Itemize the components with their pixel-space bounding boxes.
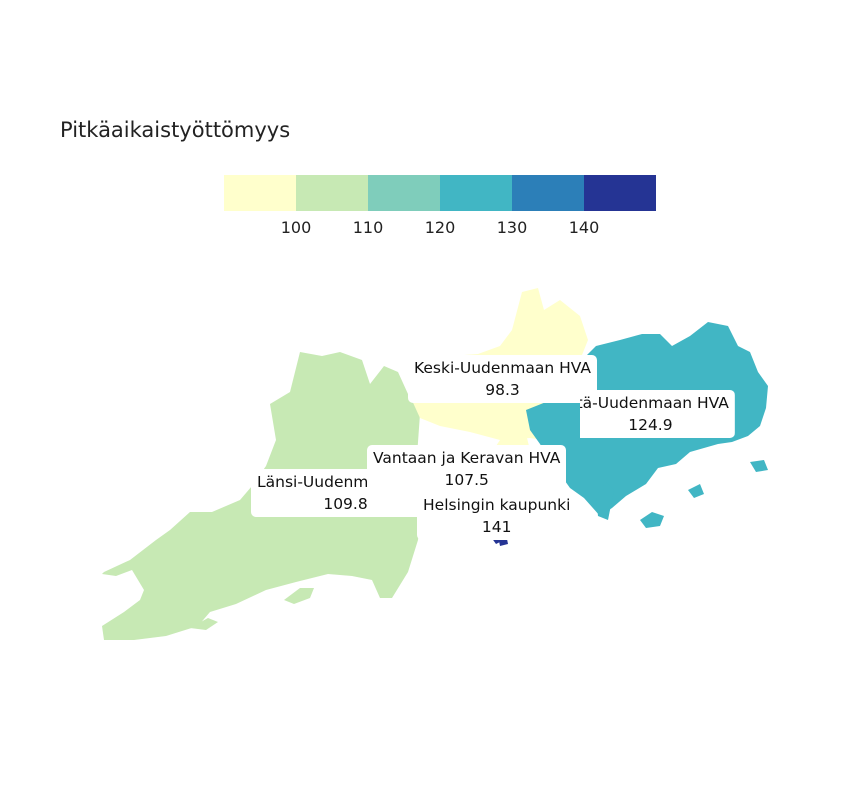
region-lansi-uusimaa-island[interactable]	[284, 588, 314, 604]
region-label-ita-uusimaa: Itä-Uudenmaan HVA 124.9	[572, 390, 735, 438]
legend-swatch-5	[512, 175, 584, 211]
region-label-keski-uusimaa: Keski-Uudenmaan HVA 98.3	[408, 355, 597, 403]
region-lansi-uusimaa-island[interactable]	[190, 618, 218, 630]
legend-ticks: 100 110 120 130 140	[224, 218, 656, 240]
region-name: Itä-Uudenmaan HVA	[572, 394, 729, 412]
region-ita-uusimaa-island[interactable]	[596, 482, 614, 520]
legend-tick-label: 140	[568, 218, 600, 237]
legend-swatch-2	[296, 175, 368, 211]
legend-tick-label: 100	[280, 218, 312, 237]
region-label-lansi-uusimaa: Länsi-Uudenmaan HVA 109.8	[251, 469, 441, 517]
region-ita-uusimaa-island[interactable]	[750, 460, 768, 472]
region-ita-uusimaa-island[interactable]	[688, 484, 704, 498]
legend-swatch-1	[224, 175, 296, 211]
legend-swatch-4	[440, 175, 512, 211]
legend-tick-label: 110	[352, 218, 384, 237]
region-value: 98.3	[485, 381, 520, 399]
legend-tick-label: 120	[424, 218, 456, 237]
legend-tick-label: 130	[496, 218, 528, 237]
legend-bar	[224, 175, 656, 211]
region-label-vantaa-kerava: Vantaan ja Keravan HVA 107.5	[367, 445, 567, 493]
region-name: Helsingin kaupunki	[423, 496, 571, 514]
region-value: 107.5	[444, 471, 489, 489]
region-label-helsinki: Helsingin kaupunki 141	[417, 492, 577, 540]
legend-swatch-6	[584, 175, 656, 211]
map-title: Pitkäaikaistyöttömyys	[60, 118, 291, 142]
region-ita-uusimaa-island[interactable]	[640, 512, 664, 528]
region-value: 109.8	[323, 495, 368, 513]
region-name: Vantaan ja Keravan HVA	[373, 449, 561, 467]
region-name: Keski-Uudenmaan HVA	[414, 359, 591, 377]
region-value: 141	[481, 518, 512, 536]
region-value: 124.9	[628, 416, 673, 434]
color-legend	[224, 175, 656, 211]
legend-swatch-3	[368, 175, 440, 211]
